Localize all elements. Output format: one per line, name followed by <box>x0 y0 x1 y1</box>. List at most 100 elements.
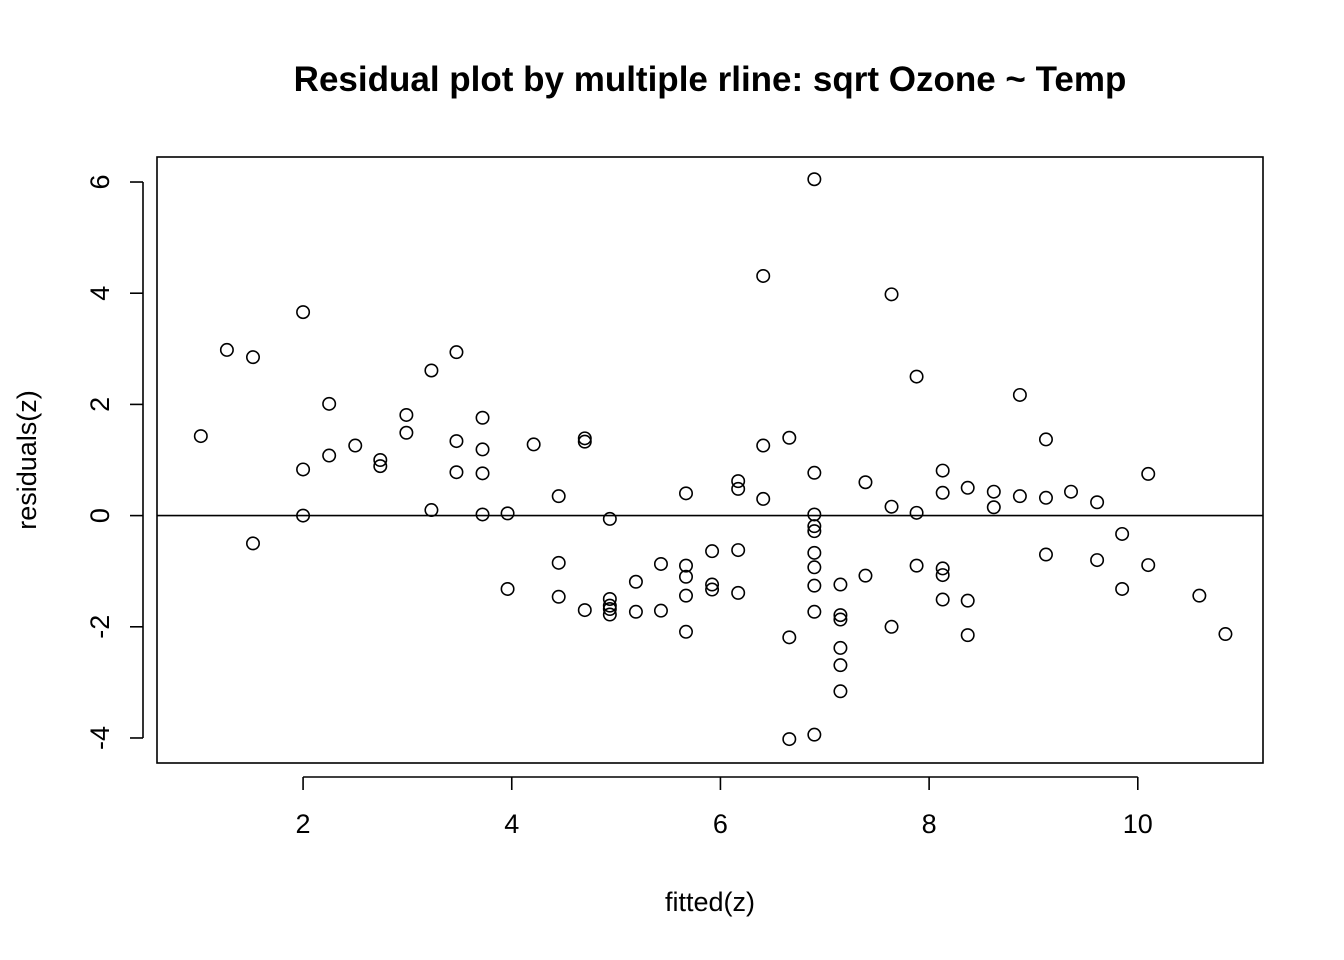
data-point <box>373 459 388 474</box>
x-tick-label: 10 <box>1123 809 1153 839</box>
data-point <box>756 268 771 283</box>
data-point <box>986 484 1001 499</box>
data-point <box>399 425 414 440</box>
data-point <box>500 506 515 521</box>
data-point <box>731 585 746 600</box>
data-point <box>833 640 848 655</box>
x-tick-label: 8 <box>922 809 937 839</box>
data-point <box>935 568 950 583</box>
data-point <box>1090 553 1105 568</box>
data-point <box>960 593 975 608</box>
data-point <box>1115 581 1130 596</box>
data-point <box>1038 490 1053 505</box>
data-point <box>935 463 950 478</box>
data-point <box>475 442 490 457</box>
data-point <box>935 485 950 500</box>
y-tick-label: -4 <box>85 726 115 750</box>
data-point <box>1218 627 1233 642</box>
data-point <box>399 407 414 422</box>
data-point <box>909 558 924 573</box>
data-point <box>756 438 771 453</box>
data-point <box>1192 588 1207 603</box>
data-point <box>960 628 975 643</box>
data-point <box>1064 484 1079 499</box>
x-tick-label: 4 <box>504 809 519 839</box>
data-point <box>577 431 592 446</box>
data-point <box>807 727 822 742</box>
data-point <box>296 305 311 320</box>
data-point <box>833 577 848 592</box>
data-point <box>679 569 694 584</box>
data-point <box>602 591 617 606</box>
data-point <box>475 466 490 481</box>
data-point <box>884 619 899 634</box>
data-point <box>1012 387 1027 402</box>
data-point <box>373 452 388 467</box>
data-point <box>807 172 822 187</box>
data-point <box>424 503 439 518</box>
data-point <box>935 592 950 607</box>
data-point <box>731 481 746 496</box>
data-point <box>653 603 668 618</box>
data-point <box>449 434 464 449</box>
data-point <box>731 543 746 558</box>
data-point <box>935 561 950 576</box>
data-point <box>960 480 975 495</box>
y-axis-label: residuals(z) <box>12 390 42 530</box>
data-point <box>679 558 694 573</box>
data-point <box>782 732 797 747</box>
data-point <box>679 486 694 501</box>
y-tick-label: 0 <box>85 508 115 523</box>
data-point <box>909 369 924 384</box>
data-point <box>705 544 720 559</box>
data-point <box>807 507 822 522</box>
data-point <box>193 429 208 444</box>
data-point <box>602 601 617 616</box>
data-points <box>193 172 1233 747</box>
x-axis: 2 4 6 8 10 <box>296 776 1153 839</box>
data-point <box>986 500 1001 515</box>
data-point <box>884 287 899 302</box>
data-point <box>679 624 694 639</box>
data-point <box>833 658 848 673</box>
data-point <box>602 607 617 622</box>
data-point <box>782 430 797 445</box>
y-tick-label: 6 <box>85 175 115 190</box>
data-point <box>1038 432 1053 447</box>
data-point <box>679 588 694 603</box>
x-axis-label: fitted(z) <box>665 887 755 917</box>
data-point <box>500 581 515 596</box>
data-point <box>833 684 848 699</box>
data-point <box>884 499 899 514</box>
data-point <box>705 577 720 592</box>
data-point <box>807 545 822 560</box>
data-point <box>807 604 822 619</box>
plot-area-frame <box>156 156 1264 764</box>
data-point <box>807 578 822 593</box>
data-point <box>782 630 797 645</box>
data-point <box>807 524 822 539</box>
data-point <box>653 556 668 571</box>
data-point <box>245 536 260 551</box>
data-point <box>322 396 337 411</box>
y-axis: -4 -2 0 2 4 6 <box>85 175 144 750</box>
data-point <box>449 465 464 480</box>
data-point <box>1012 489 1027 504</box>
data-point <box>1115 526 1130 541</box>
data-point <box>1038 547 1053 562</box>
data-point <box>551 589 566 604</box>
data-point <box>348 438 363 453</box>
y-tick-label: -2 <box>85 615 115 639</box>
data-point <box>807 519 822 534</box>
data-point <box>756 491 771 506</box>
data-point <box>602 511 617 526</box>
data-point <box>296 508 311 523</box>
data-point <box>1141 558 1156 573</box>
data-point <box>322 448 337 463</box>
chart-title: Residual plot by multiple rline: sqrt Oz… <box>294 60 1127 99</box>
data-point <box>577 603 592 618</box>
data-point <box>449 345 464 360</box>
data-point <box>1090 495 1105 510</box>
data-point <box>577 434 592 449</box>
